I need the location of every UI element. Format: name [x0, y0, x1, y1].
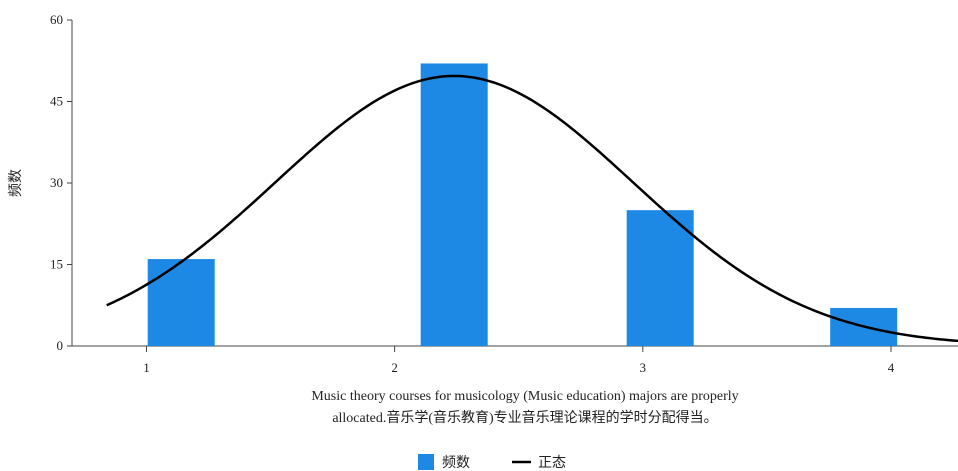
y-axis-label: 频数	[8, 169, 24, 197]
bar	[147, 259, 215, 346]
y-tick-label: 0	[57, 338, 64, 353]
axes: 0 15 30 45 60 1 2 3 4	[50, 12, 958, 375]
y-tick-label: 30	[50, 175, 63, 190]
x-tick-label: 3	[640, 360, 647, 375]
bar	[626, 210, 694, 346]
y-tick-label: 60	[50, 12, 63, 27]
y-tick-label: 45	[50, 94, 63, 109]
x-tick-label: 1	[143, 360, 150, 375]
x-axis-label-line-1: Music theory courses for musicology (Mus…	[311, 389, 738, 404]
y-tick-label: 15	[50, 257, 63, 272]
normal-curve-layer	[106, 74, 958, 343]
x-tick-label: 2	[391, 360, 398, 375]
bar	[420, 63, 488, 346]
normal-curve	[106, 74, 958, 343]
bars	[147, 63, 898, 346]
legend: 频数 正态	[418, 454, 566, 471]
legend-label-bar: 频数	[442, 455, 470, 471]
x-axis-label-line-2: allocated.音乐学(音乐教育)专业音乐理论课程的学时分配得当。	[332, 409, 717, 426]
legend-swatch-bar	[418, 454, 434, 470]
x-tick-label: 4	[888, 360, 895, 375]
legend-label-line: 正态	[538, 455, 566, 471]
